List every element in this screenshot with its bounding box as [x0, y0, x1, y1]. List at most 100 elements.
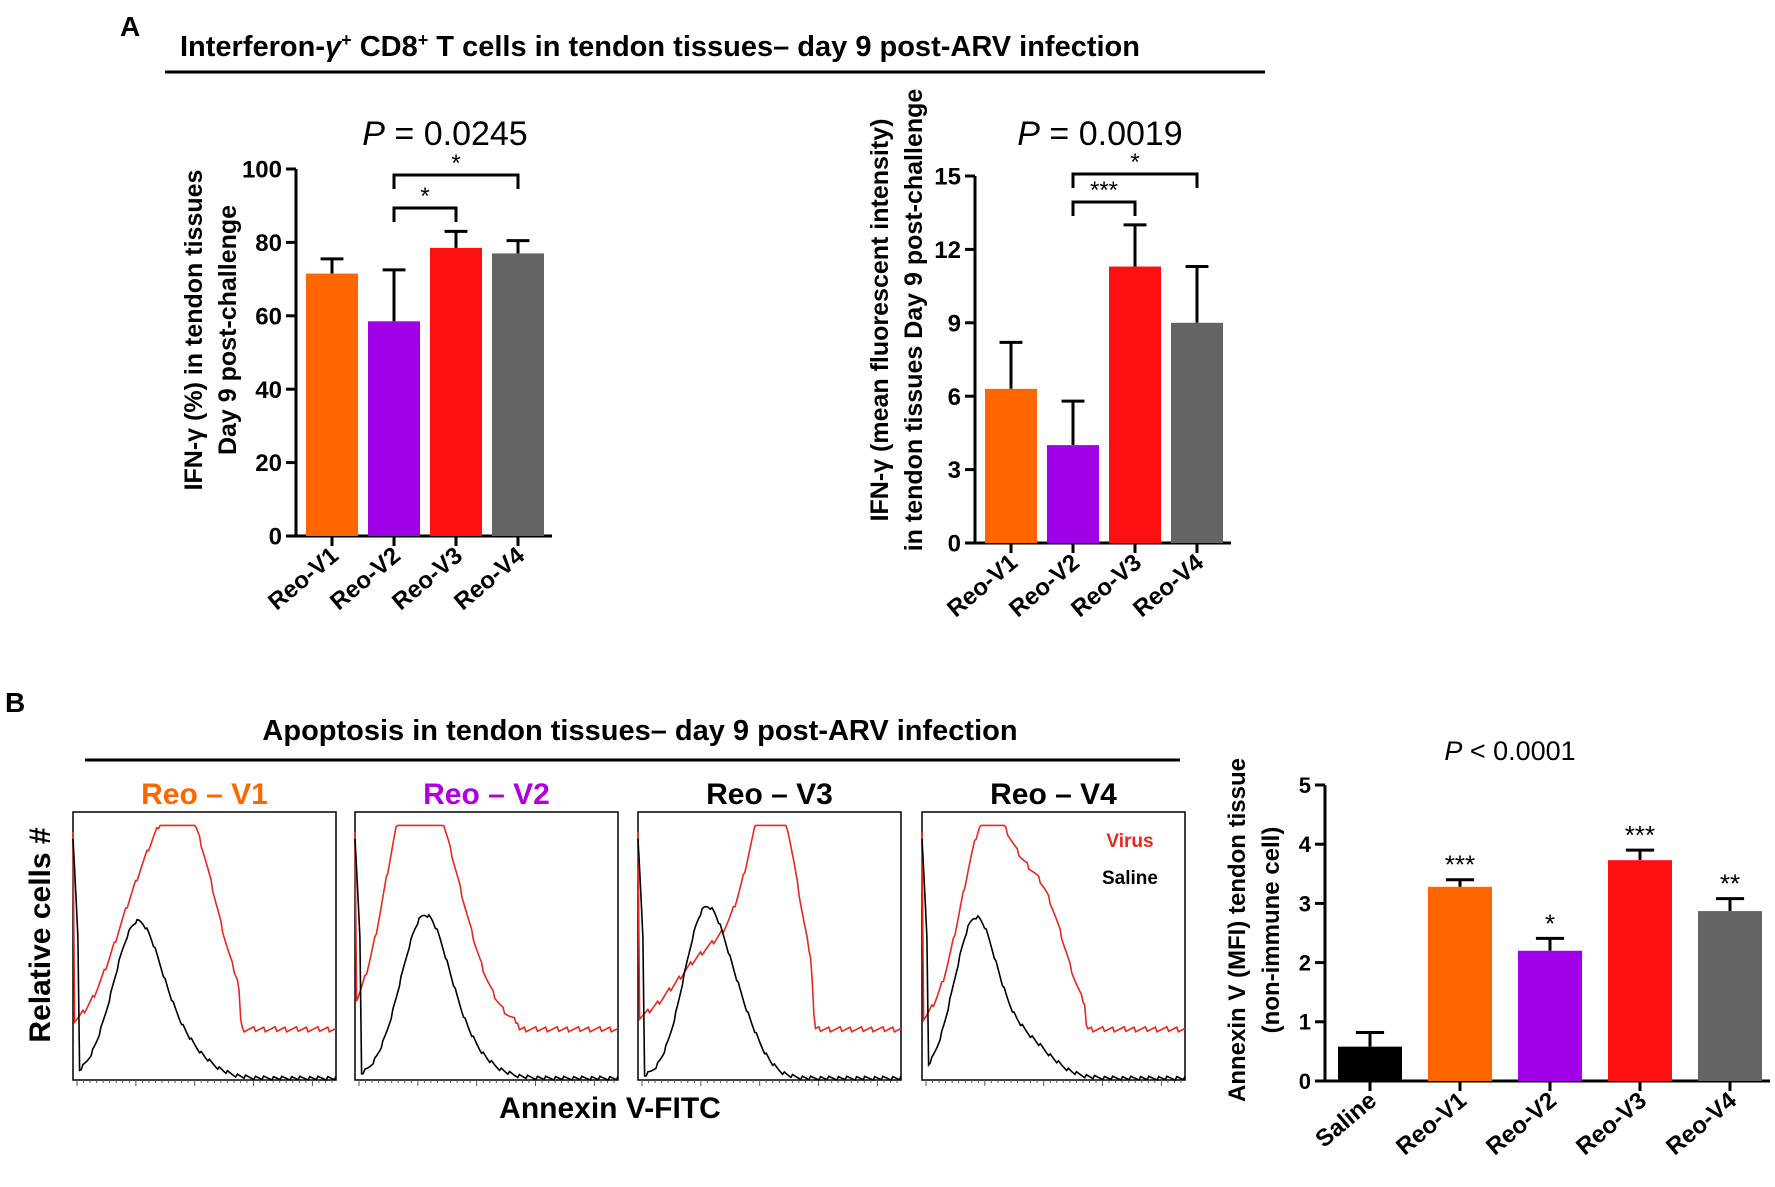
chart-a2-ylabel-line1: IFN-γ (mean fluorescent intensity) [866, 119, 894, 522]
b-x-label-0: Saline [1310, 1087, 1382, 1153]
chart-b-ylabel-line1: Annexin V (MFI) tendon tissue [1224, 758, 1251, 1102]
a2-bracket-label-0: *** [1090, 177, 1118, 204]
b-y-tick-label-2: 2 [1299, 951, 1311, 976]
legend-virus: Virus [1106, 831, 1153, 852]
histogram-4-virus-curve [921, 824, 1186, 1033]
panel-b-title: Apoptosis in tendon tissues– day 9 post-… [262, 715, 1017, 747]
b-sig-1: *** [1445, 850, 1475, 880]
a1-bracket-label-1: * [451, 150, 460, 177]
chart-a1: P = 0.0245 IFN-γ (%) in tendon tissues D… [180, 115, 552, 616]
a1-bar-2 [430, 247, 482, 536]
b-y-tick-label-0: 0 [1299, 1069, 1311, 1094]
b-x-label-4: Reo-V4 [1661, 1086, 1742, 1160]
a2-x-label-0: Reo-V1 [942, 549, 1023, 623]
a2-y-tick-label-2: 6 [948, 384, 961, 411]
b-bar-1 [1428, 886, 1492, 1081]
histogram-2-saline-curve [354, 838, 619, 1082]
b-sig-3: *** [1625, 820, 1655, 850]
histogram-frame-3 [637, 811, 902, 1081]
histogram-1-virus-curve [72, 824, 337, 1033]
histogram-title-1: Reo – V1 [141, 778, 268, 811]
panel-b-label: B [5, 687, 25, 718]
b-x-label-1: Reo-V1 [1391, 1087, 1472, 1161]
a1-x-label-1: Reo-V2 [325, 542, 406, 616]
b-y-tick-label-5: 5 [1299, 773, 1311, 798]
chart-a1-ylabel-line2: Day 9 post-challenge [214, 205, 242, 455]
a1-x-label-2: Reo-V3 [387, 542, 468, 616]
a2-y-tick-label-1: 3 [948, 457, 961, 484]
a1-bar-3 [492, 253, 544, 536]
chart-b-ylabel-line2: (non-immune cell) [1258, 827, 1285, 1034]
a1-y-tick-label-0: 0 [269, 524, 282, 551]
a1-y-tick-label-2: 40 [255, 377, 282, 404]
panel-a-title-post: T cells in tendon tissues– day 9 post-AR… [428, 31, 1140, 63]
a2-bar-0 [985, 388, 1037, 543]
chart-b: P < 0.0001 Annexin V (MFI) tendon tissue… [1224, 736, 1770, 1161]
a2-x-label-3: Reo-V4 [1128, 548, 1209, 622]
chart-a1-p-value: P = 0.0245 [362, 115, 527, 153]
panel-a-title: Interferon-γ+ CD8+ T cells in tendon tis… [180, 30, 1140, 63]
a1-bracket-1 [392, 173, 520, 189]
a2-bar-2 [1109, 266, 1161, 543]
a1-bracket-0 [392, 206, 458, 222]
histogram-3: Reo – V3 [637, 778, 902, 1086]
a1-x-label-0: Reo-V1 [263, 542, 344, 616]
a1-x-label-3: Reo-V4 [449, 541, 530, 615]
b-sig-4: ** [1720, 869, 1740, 899]
b-x-label-3: Reo-V3 [1571, 1087, 1652, 1161]
chart-b-p-value: P < 0.0001 [1444, 736, 1575, 766]
a2-bar-1 [1047, 445, 1099, 543]
panel-a-title-pre: Interferon- [180, 31, 325, 63]
a1-y-tick-label-4: 80 [255, 230, 282, 257]
panel-a-title-gamma: γ [325, 31, 343, 63]
histogram-group: Relative cells # Annexin V-FITC Virus Sa… [24, 778, 1186, 1125]
a1-y-tick-label-3: 60 [255, 303, 282, 330]
histogram-title-3: Reo – V3 [706, 778, 833, 811]
b-bar-0 [1338, 1046, 1402, 1081]
histogram-x-label: Annexin V-FITC [499, 1092, 721, 1125]
panel-a-title-mid: CD8 [352, 31, 418, 63]
a1-y-tick-label-5: 100 [242, 157, 282, 184]
histogram-y-label: Relative cells # [24, 827, 57, 1042]
a2-y-tick-label-5: 15 [934, 164, 961, 191]
a1-y-tick-label-1: 20 [255, 450, 282, 477]
b-sig-2: * [1545, 908, 1555, 938]
a2-bracket-1 [1071, 172, 1199, 188]
a1-bracket-label-0: * [420, 183, 429, 210]
chart-a1-ylabel-line1: IFN-γ (%) in tendon tissues [180, 170, 208, 491]
chart-a2: P = 0.0019 IFN-γ (mean fluorescent inten… [866, 89, 1231, 623]
b-y-tick-label-3: 3 [1299, 891, 1311, 916]
histogram-3-virus-curve [637, 824, 902, 1033]
histogram-4-saline-curve [921, 838, 1186, 1082]
b-bar-2 [1518, 950, 1582, 1081]
a1-bar-1 [368, 321, 420, 536]
a2-bar-3 [1171, 322, 1223, 543]
histogram-2-virus-curve [354, 824, 619, 1033]
histogram-3-saline-curve [637, 838, 902, 1082]
histogram-1-saline-curve [72, 838, 337, 1082]
a2-y-tick-label-4: 12 [934, 237, 961, 264]
panel-a-title-sup2: + [418, 30, 429, 50]
chart-a2-ylabel-line2: in tendon tissues Day 9 post-challenge [900, 89, 928, 552]
histogram-title-2: Reo – V2 [423, 778, 550, 811]
histogram-frame-4 [921, 811, 1186, 1081]
panel-a-title-sup1: + [341, 30, 352, 50]
histogram-frame-1 [72, 811, 337, 1081]
b-x-label-2: Reo-V2 [1481, 1087, 1562, 1161]
histogram-frame-2 [354, 811, 619, 1081]
a2-bracket-label-1: * [1130, 149, 1139, 176]
legend-saline: Saline [1102, 868, 1158, 889]
b-y-tick-label-1: 1 [1299, 1010, 1311, 1035]
histogram-4: Reo – V4 [921, 778, 1186, 1086]
b-y-tick-label-4: 4 [1299, 832, 1312, 857]
a2-y-tick-label-0: 0 [948, 531, 961, 558]
a2-x-label-1: Reo-V2 [1004, 549, 1085, 623]
histogram-2: Reo – V2 [354, 778, 619, 1086]
b-bar-4 [1698, 911, 1762, 1081]
panel-a-label: A [120, 11, 140, 42]
a2-x-label-2: Reo-V3 [1066, 549, 1147, 623]
histogram-1: Reo – V1 [72, 778, 337, 1086]
a1-bar-0 [306, 273, 358, 536]
b-bar-3 [1608, 860, 1672, 1081]
